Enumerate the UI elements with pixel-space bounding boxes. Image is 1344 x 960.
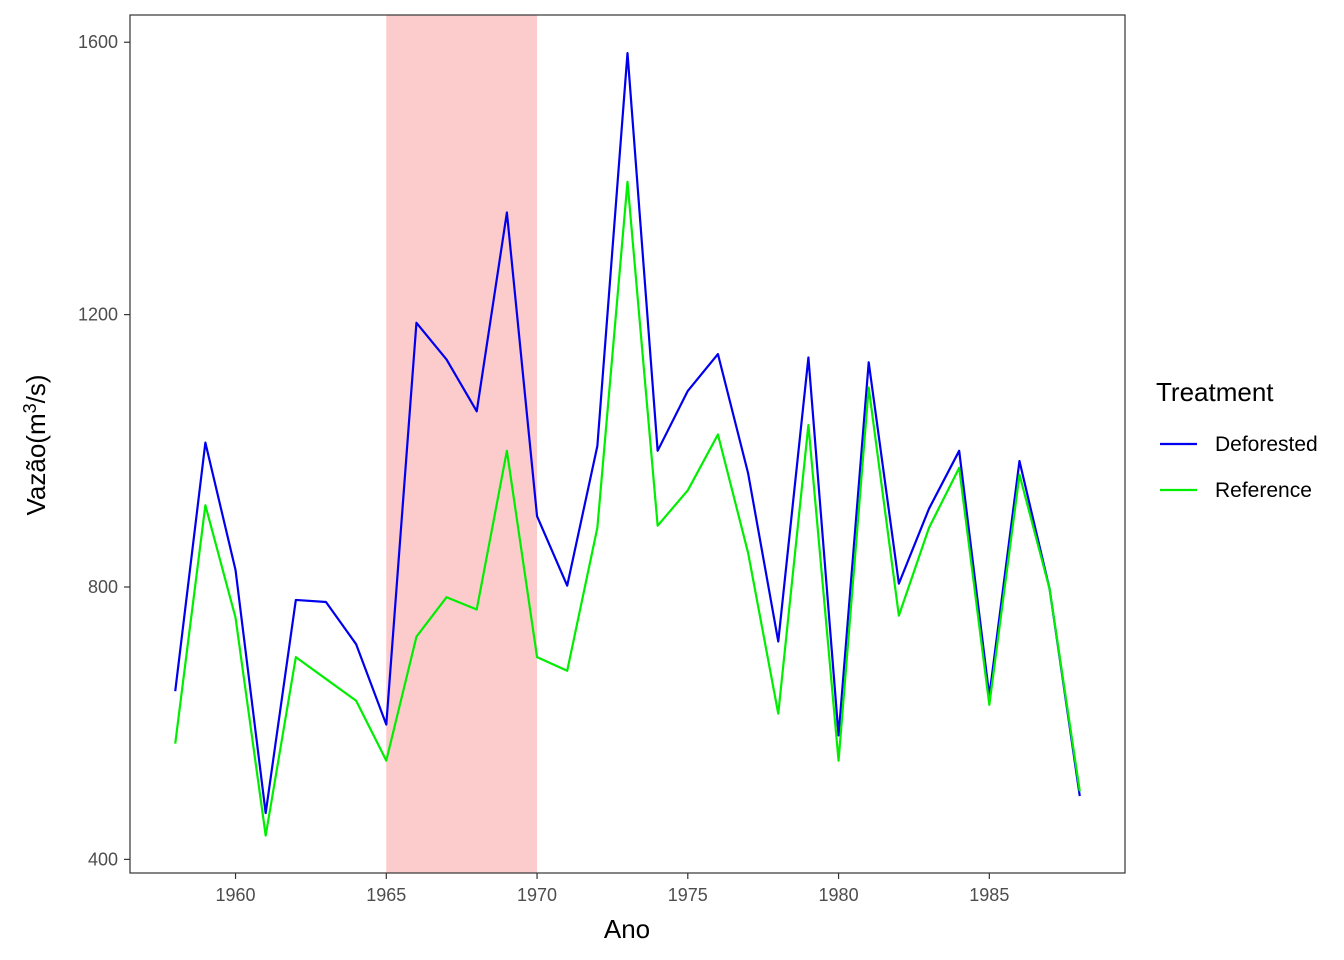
y-tick-label: 1600 [78,32,118,52]
y-axis-title-main: Vazão(m [21,413,51,515]
legend: Treatment Deforested Reference [1156,377,1318,502]
series-line-reference [174,180,1081,837]
axes: 1960 1965 1970 1975 1980 1985 400 800 1200 1600 [78,14,1126,905]
legend-items: Deforested Reference [1160,433,1318,502]
x-tick-label: 1985 [969,885,1009,905]
x-tick-label: 1965 [366,885,406,905]
x-tick-label: 1960 [216,885,256,905]
legend-label-deforested: Deforested [1215,433,1318,456]
panel-border [129,14,1126,874]
x-tick-label: 1975 [668,885,708,905]
series-line-deforested [174,52,1081,815]
y-tick-label: 1200 [78,305,118,325]
plot-area [174,15,1081,873]
x-tick-label: 1980 [819,885,859,905]
shaded-period [386,15,538,873]
y-axis-title-superscript: 3 [20,403,40,413]
legend-title: Treatment [1156,377,1274,407]
y-tick-label: 800 [88,577,118,597]
x-axis-title: Ano [604,914,650,944]
legend-label-reference: Reference [1215,479,1312,502]
x-tick-label: 1970 [517,885,557,905]
y-tick-label: 400 [88,849,118,869]
y-axis-title: Vazão(m3/s) [20,374,51,515]
y-axis-title-end: /s) [21,374,51,403]
